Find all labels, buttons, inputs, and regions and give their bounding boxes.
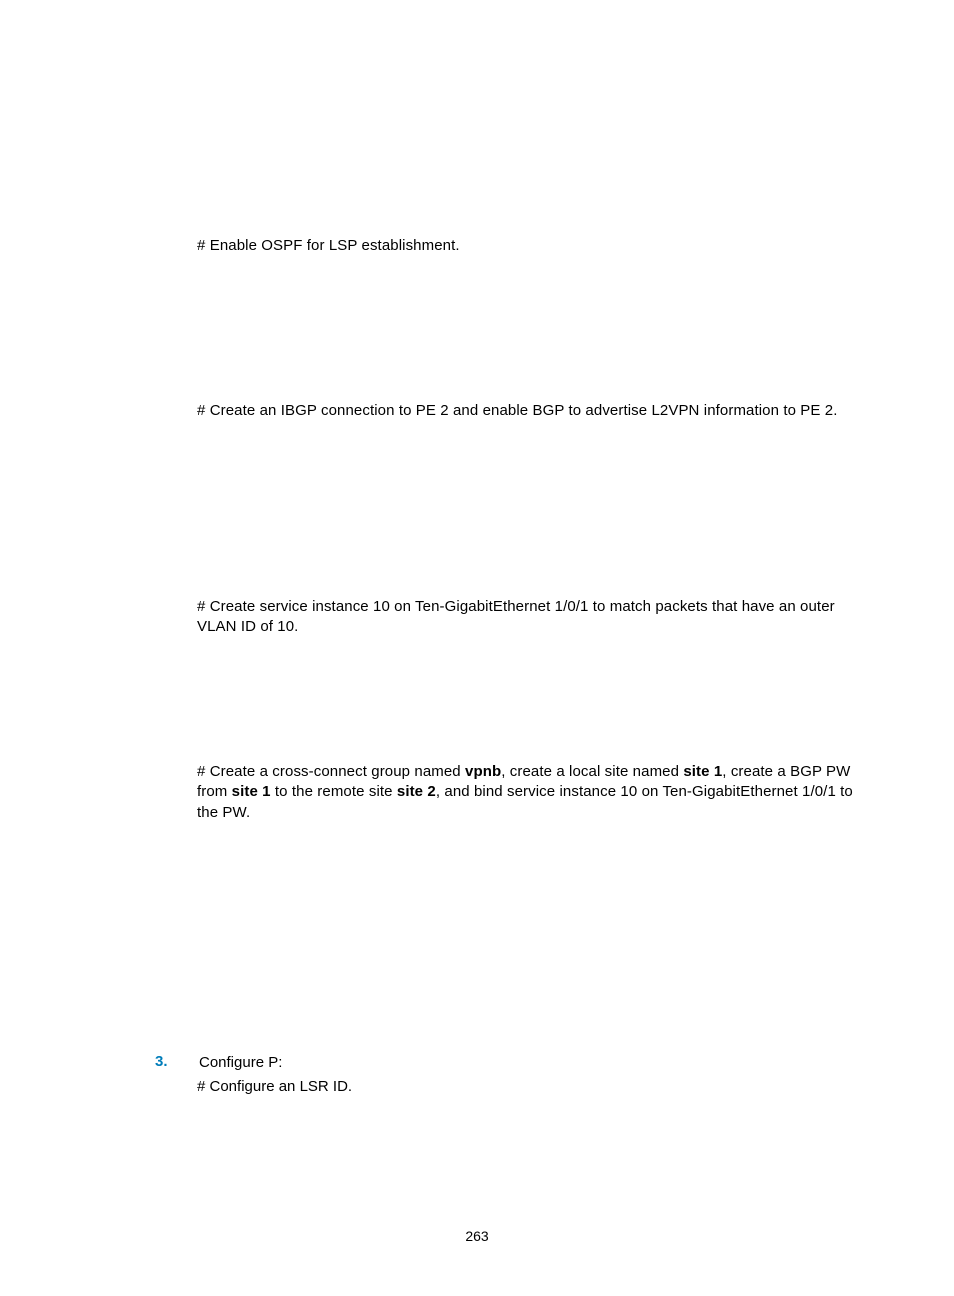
bold-site1b: site 1	[232, 783, 271, 800]
list-number: 3.	[153, 1053, 199, 1070]
paragraph-ibgp: # Create an IBGP connection to PE 2 and …	[197, 401, 854, 421]
bold-site1: site 1	[683, 763, 722, 780]
list-subtext: # Configure an LSR ID.	[197, 1077, 854, 1097]
spacer	[197, 437, 854, 597]
paragraph-xconnect: # Create a cross-connect group named vpn…	[197, 762, 854, 823]
spacer	[197, 652, 854, 762]
bold-vpnb: vpnb	[465, 763, 501, 780]
bold-site2: site 2	[397, 783, 436, 800]
text-fragment: # Create a cross-connect group named	[197, 763, 465, 780]
list-item-3: 3. Configure P:	[153, 1053, 854, 1073]
text-fragment: to the remote site	[271, 783, 397, 800]
list-title: Configure P:	[199, 1053, 282, 1073]
text-fragment: , create a local site named	[501, 763, 683, 780]
spacer	[197, 838, 854, 1053]
paragraph-service-instance: # Create service instance 10 on Ten-Giga…	[197, 597, 854, 638]
paragraph-ospf: # Enable OSPF for LSP establishment.	[197, 236, 854, 256]
spacer	[197, 271, 854, 401]
page-number: 263	[0, 1228, 954, 1244]
